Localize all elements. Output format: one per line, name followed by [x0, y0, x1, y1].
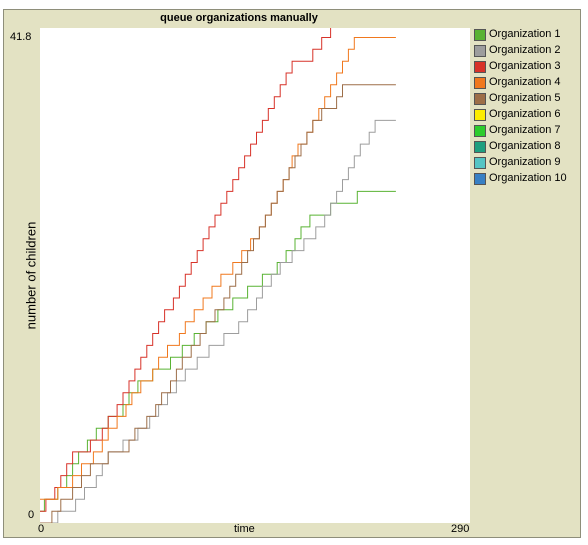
legend-label: Organization 7	[489, 124, 561, 136]
plot-area	[40, 28, 470, 523]
legend-swatch	[474, 173, 486, 185]
legend-item-4: Organization 4	[474, 76, 578, 92]
x-tick-max: 290	[451, 523, 470, 535]
x-axis-label: time	[234, 523, 255, 535]
series-line-5	[40, 84, 396, 523]
plot-svg	[40, 28, 396, 523]
legend-label: Organization 5	[489, 92, 561, 104]
legend-item-1: Organization 1	[474, 28, 578, 44]
y-tick-min: 0	[28, 509, 35, 521]
legend-label: Organization 6	[489, 108, 561, 120]
legend-label: Organization 3	[489, 60, 561, 72]
series-line-1	[40, 190, 396, 512]
legend-swatch	[474, 45, 486, 57]
legend-item-7: Organization 7	[474, 124, 578, 140]
legend-item-2: Organization 2	[474, 44, 578, 60]
legend-item-10: Organization 10	[474, 172, 578, 188]
legend-swatch	[474, 93, 486, 105]
legend-item-9: Organization 9	[474, 156, 578, 172]
legend-item-6: Organization 6	[474, 108, 578, 124]
series-line-3	[40, 28, 332, 512]
series-line-4	[40, 37, 396, 500]
legend-swatch	[474, 61, 486, 73]
y-tick-max: 41.8	[10, 31, 32, 43]
legend-swatch	[474, 125, 486, 137]
legend-swatch	[474, 77, 486, 89]
legend-swatch	[474, 157, 486, 169]
legend-label: Organization 10	[489, 172, 567, 184]
legend-item-8: Organization 8	[474, 140, 578, 156]
legend-swatch	[474, 141, 486, 153]
chart-title: queue organizations manually	[160, 12, 318, 24]
legend-item-5: Organization 5	[474, 92, 578, 108]
legend-label: Organization 9	[489, 156, 561, 168]
legend-label: Organization 2	[489, 44, 561, 56]
legend-swatch	[474, 109, 486, 121]
legend-label: Organization 8	[489, 140, 561, 152]
legend: Organization 1 Organization 2 Organization…	[474, 28, 578, 188]
y-axis-label: number of children	[23, 221, 39, 330]
x-tick-min: 0	[38, 523, 45, 535]
legend-item-3: Organization 3	[474, 60, 578, 76]
legend-swatch	[474, 29, 486, 41]
legend-label: Organization 4	[489, 76, 561, 88]
plot-widget: queue organizations manually 41.8 0 0 29…	[3, 9, 581, 538]
legend-label: Organization 1	[489, 28, 561, 40]
